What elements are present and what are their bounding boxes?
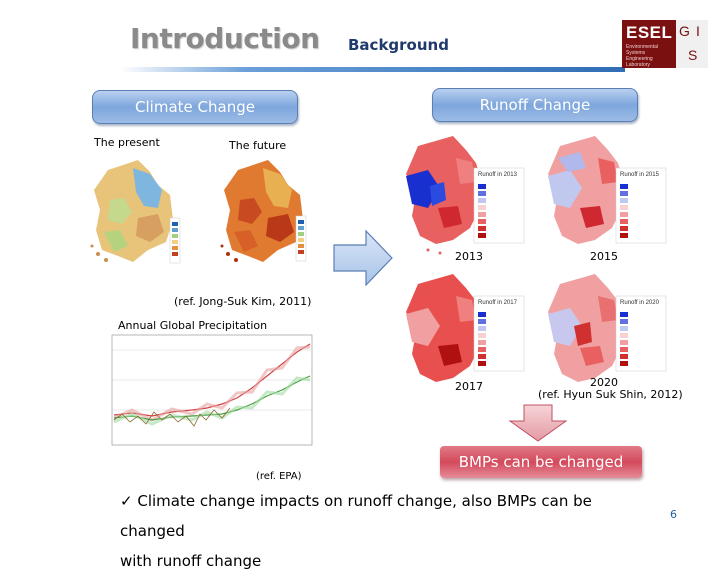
runoff-map-2013-legend: Runoff in 2013: [478, 172, 517, 178]
runoff-map-2017-legend: Runoff in 2017: [478, 300, 517, 306]
logo-gis-block: G I S: [676, 20, 708, 68]
present-climate-map: [90, 160, 181, 264]
runoff-change-heading: Runoff Change: [432, 88, 638, 122]
logo-letter-s: S: [688, 47, 698, 63]
runoff-map-2013-year: 2013: [455, 250, 483, 263]
page-title: Introduction: [130, 22, 320, 55]
future-climate-map: [220, 160, 307, 262]
climate-map-reference: (ref. Jong-Suk Kim, 2011): [174, 295, 312, 308]
arrow-down-icon: [508, 404, 568, 442]
checkmark-icon: ✓: [120, 492, 133, 510]
logo-letter-i: I: [696, 23, 700, 39]
conclusion-line-2: with runoff change: [120, 552, 262, 570]
precipitation-chart-image: [95, 334, 313, 446]
future-label: The future: [229, 139, 287, 152]
page-subtitle: Background: [348, 36, 449, 54]
runoff-map-2015-year: 2015: [590, 250, 618, 263]
runoff-map-2020-year: 2020: [590, 376, 618, 389]
logo-text: ESEL: [626, 23, 673, 42]
logo-letter-g: G: [679, 23, 690, 39]
slide-number: 6: [670, 508, 677, 521]
bmps-changed-box: BMPs can be changed: [440, 446, 642, 478]
esel-gis-logo: ESEL Environmental Systems Engineering L…: [622, 20, 708, 68]
climate-change-heading: Climate Change: [92, 90, 298, 124]
runoff-map-2015: [548, 136, 667, 244]
arrow-right-icon: [333, 229, 393, 287]
header-divider: [120, 67, 625, 72]
runoff-map-2015-legend: Runoff in 2015: [620, 172, 659, 178]
present-label: The present: [94, 136, 160, 149]
logo-small-text: Environmental Systems Engineering Labora…: [626, 44, 658, 68]
precipitation-chart-title: Annual Global Precipitation: [118, 319, 268, 332]
runoff-map-2017-year: 2017: [455, 380, 483, 393]
runoff-map-2020: [548, 274, 667, 382]
conclusion-line-1: Climate change impacts on runoff change,…: [120, 492, 592, 540]
runoff-map-reference: (ref. Hyun Suk Shin, 2012): [538, 388, 683, 401]
runoff-map-2020-legend: Runoff in 2020: [620, 300, 659, 306]
runoff-map-2013: [406, 136, 525, 255]
runoff-map-2017: [406, 274, 525, 382]
precipitation-chart-reference: (ref. EPA): [256, 471, 302, 482]
conclusion-text: ✓ Climate change impacts on runoff chang…: [120, 486, 640, 576]
